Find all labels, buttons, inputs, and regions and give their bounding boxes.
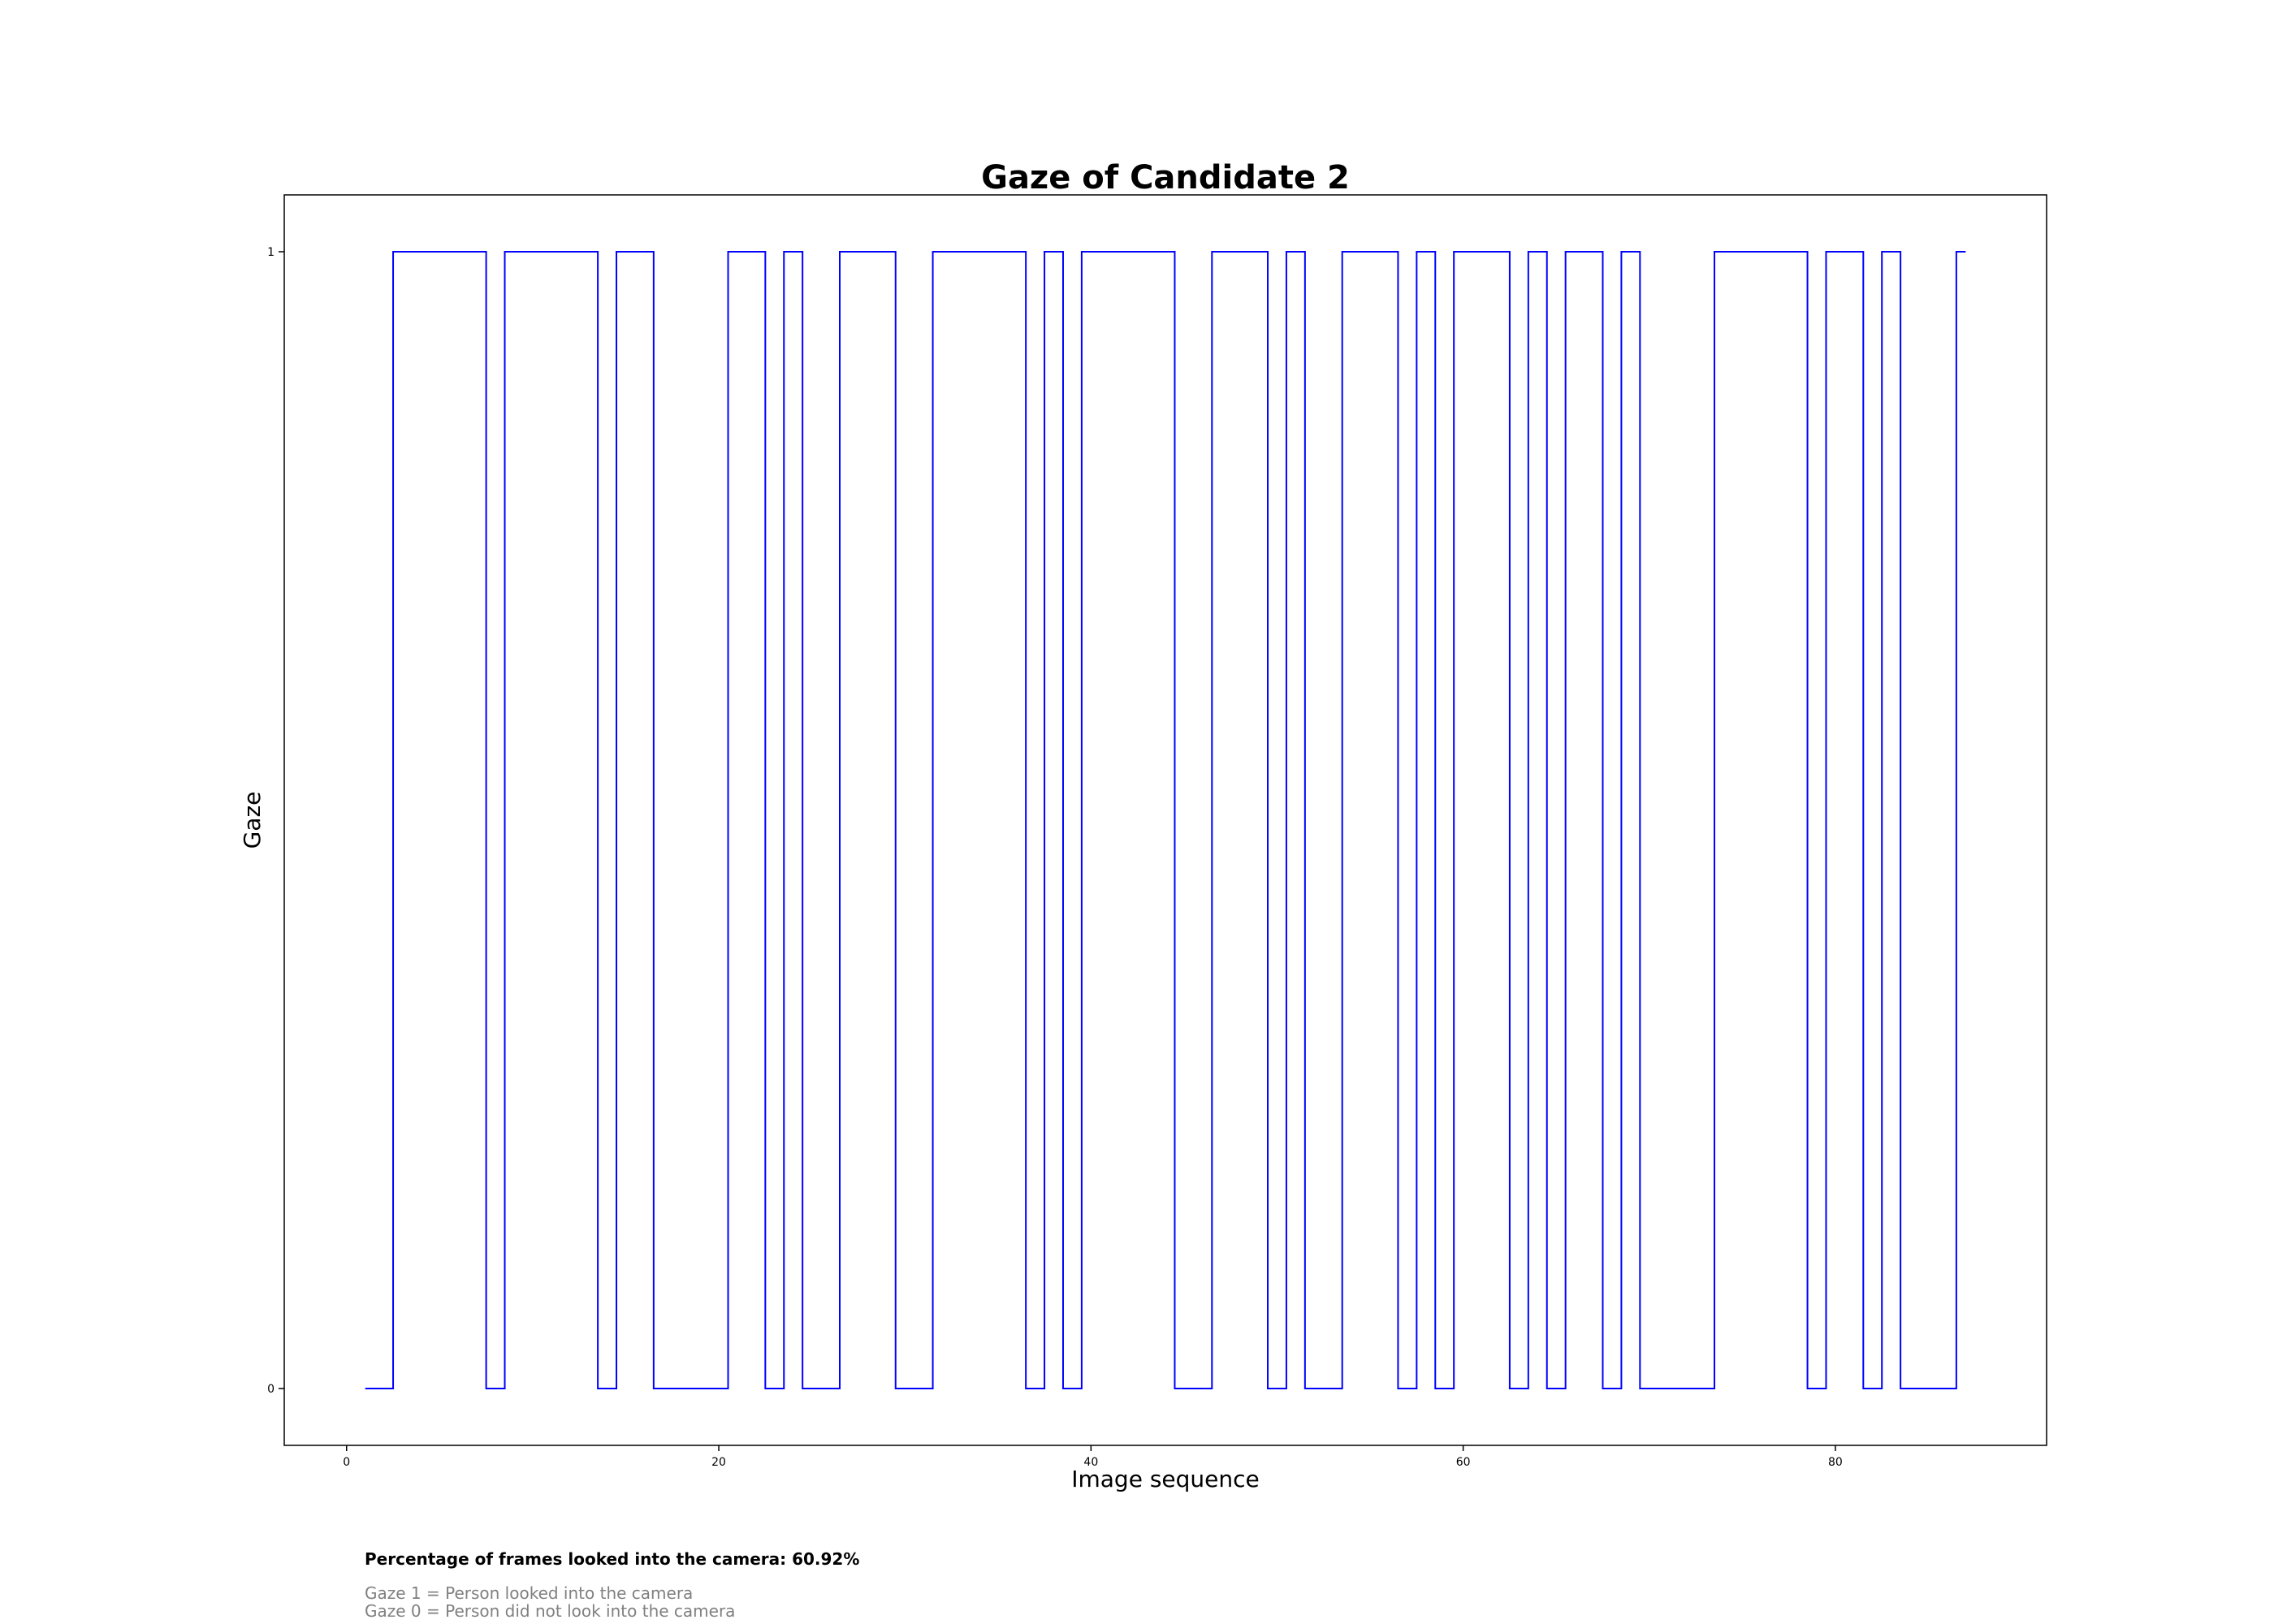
gaze-1-legend: Gaze 1 = Person looked into the camera	[365, 1583, 694, 1603]
x-tick-label: 40	[1083, 1456, 1098, 1469]
y-tick-label: 0	[267, 1383, 275, 1396]
y-axis-label: Gaze	[239, 792, 266, 849]
gaze-series-line	[365, 251, 1966, 1389]
x-axis: 0 20 40 60 80	[343, 1445, 1843, 1469]
plot-area	[283, 194, 2047, 1446]
x-axis-label: Image sequence	[1071, 1466, 1260, 1492]
x-tick-label: 60	[1456, 1456, 1471, 1469]
gaze-percentage-stat: Percentage of frames looked into the cam…	[365, 1549, 860, 1569]
x-tick-label: 20	[711, 1456, 726, 1469]
y-tick-label: 1	[267, 246, 275, 259]
x-tick-label: 80	[1828, 1456, 1843, 1469]
y-axis: 01	[267, 246, 284, 1396]
chart-title: Gaze of Candidate 2	[981, 159, 1350, 197]
x-tick-label: 0	[343, 1456, 350, 1469]
gaze-0-legend: Gaze 0 = Person did not look into the ca…	[365, 1601, 736, 1621]
